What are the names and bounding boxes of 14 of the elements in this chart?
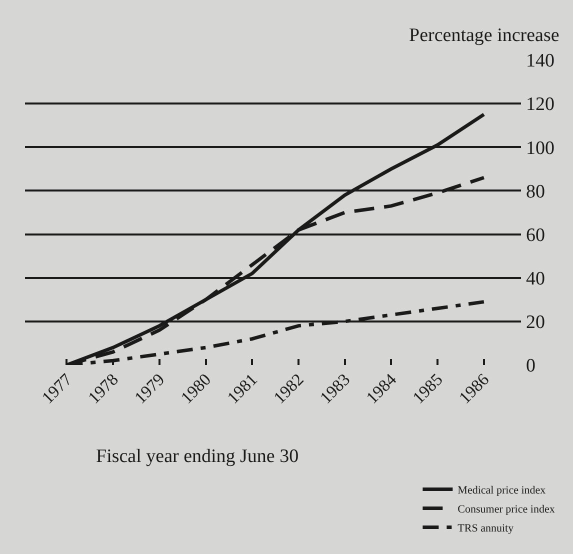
legend-label: Medical price index	[458, 484, 546, 497]
y-tick-label: 20	[526, 312, 545, 334]
y-tick-label: 0	[526, 356, 536, 377]
legend-label: Consumer price index	[458, 504, 556, 516]
x-axis-title: Fiscal year ending June 30	[96, 446, 299, 467]
legend-label: TRS annuity	[458, 522, 514, 535]
y-tick-label: 60	[526, 224, 545, 246]
y-tick-label: 80	[526, 181, 545, 202]
y-tick-label: 140	[526, 50, 554, 72]
y-tick-label: 100	[526, 138, 554, 159]
x-tick-label: 1981	[224, 370, 261, 408]
y-tick-label: 40	[526, 268, 545, 290]
y-axis-title: Percentage increase	[409, 25, 560, 46]
y-tick-label: 120	[526, 94, 554, 116]
